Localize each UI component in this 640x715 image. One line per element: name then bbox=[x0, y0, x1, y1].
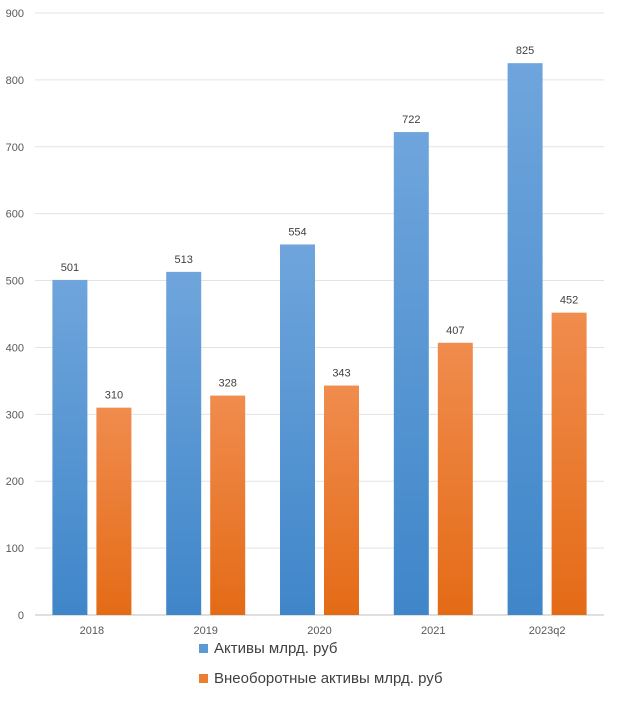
data-label: 343 bbox=[332, 368, 350, 380]
y-tick-label: 500 bbox=[6, 276, 24, 288]
legend: Активы млрд. руб Внеоборотные активы млрд… bbox=[199, 640, 443, 687]
y-tick-label: 400 bbox=[6, 342, 24, 354]
y-tick-label: 300 bbox=[6, 409, 24, 421]
bar-noncurrent-assets bbox=[551, 312, 587, 615]
data-label: 513 bbox=[175, 254, 193, 266]
bar-assets bbox=[507, 63, 543, 615]
legend-label: Внеоборотные активы млрд. руб bbox=[214, 670, 443, 687]
x-tick-label: 2023q2 bbox=[529, 625, 566, 637]
legend-swatch bbox=[199, 644, 208, 653]
bar-noncurrent-assets bbox=[324, 385, 359, 615]
bar-noncurrent-assets bbox=[210, 395, 246, 615]
y-tick-label: 100 bbox=[6, 543, 24, 555]
y-tick-label: 0 bbox=[18, 610, 24, 622]
x-tick-label: 2018 bbox=[80, 625, 104, 637]
bar-assets bbox=[280, 244, 315, 616]
data-label: 452 bbox=[560, 295, 578, 307]
x-tick-label: 2019 bbox=[193, 625, 217, 637]
data-label: 722 bbox=[402, 114, 420, 126]
x-tick-label: 2020 bbox=[307, 625, 331, 637]
x-axis: 2018 2019 2020 2021 2023q2 bbox=[80, 625, 566, 637]
bar-assets bbox=[52, 279, 88, 615]
y-tick-label: 600 bbox=[6, 209, 24, 221]
data-label: 310 bbox=[105, 390, 123, 402]
data-label: 554 bbox=[288, 226, 306, 238]
data-label: 825 bbox=[516, 45, 534, 57]
data-label: 407 bbox=[446, 325, 464, 337]
legend-swatch bbox=[199, 674, 208, 683]
y-tick-label: 900 bbox=[6, 8, 24, 20]
legend-label: Активы млрд. руб bbox=[214, 640, 338, 657]
bars: 501 310 513 328 554 343 722 407 825 452 bbox=[52, 45, 587, 616]
bar-noncurrent-assets bbox=[96, 407, 132, 615]
y-tick-label: 200 bbox=[6, 476, 24, 488]
y-axis: 0 100 200 300 400 500 600 700 800 900 bbox=[6, 8, 24, 622]
bar-noncurrent-assets bbox=[437, 342, 473, 615]
data-label: 328 bbox=[219, 378, 237, 390]
y-tick-label: 800 bbox=[6, 75, 24, 87]
x-tick-label: 2021 bbox=[421, 625, 445, 637]
data-label: 501 bbox=[61, 262, 79, 274]
y-tick-label: 700 bbox=[6, 142, 24, 154]
bar-assets bbox=[166, 271, 202, 615]
bar-assets bbox=[393, 132, 429, 615]
